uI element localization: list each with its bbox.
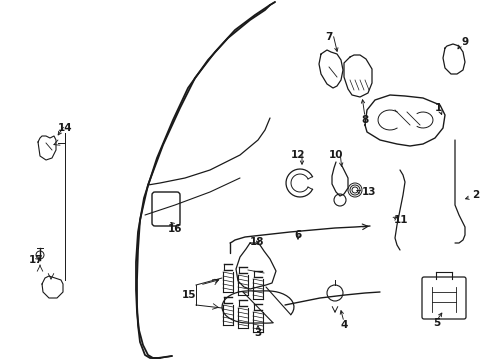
Text: 18: 18 <box>249 237 264 247</box>
Text: 10: 10 <box>328 150 343 160</box>
Text: 8: 8 <box>361 115 368 125</box>
Text: 14: 14 <box>58 123 72 133</box>
Text: 2: 2 <box>471 190 478 200</box>
FancyBboxPatch shape <box>152 192 180 226</box>
Text: 11: 11 <box>393 215 407 225</box>
Text: 15: 15 <box>181 290 196 300</box>
Text: 16: 16 <box>167 224 182 234</box>
Text: 6: 6 <box>294 230 301 240</box>
Text: 9: 9 <box>461 37 468 47</box>
Text: 7: 7 <box>325 32 332 42</box>
Text: 13: 13 <box>361 187 376 197</box>
Text: 12: 12 <box>290 150 305 160</box>
Text: 5: 5 <box>432 318 440 328</box>
Text: 3: 3 <box>254 328 261 338</box>
FancyBboxPatch shape <box>421 277 465 319</box>
Text: 17: 17 <box>29 255 43 265</box>
Text: 4: 4 <box>340 320 347 330</box>
Text: 1: 1 <box>434 103 441 113</box>
